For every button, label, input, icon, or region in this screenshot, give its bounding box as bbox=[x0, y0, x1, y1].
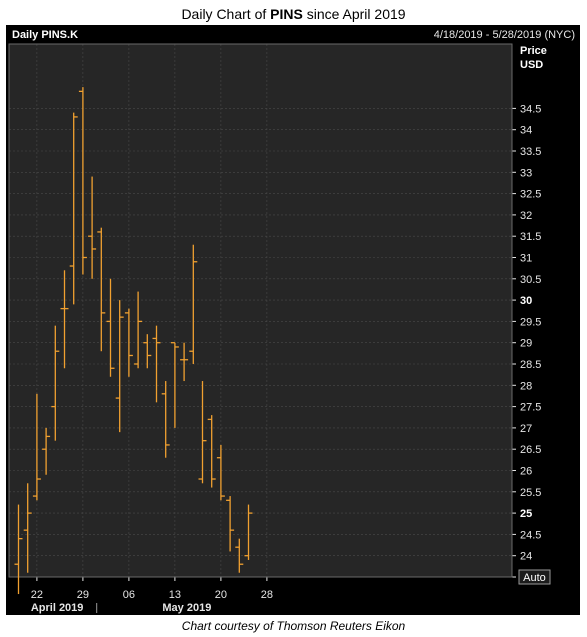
y-tick-label: 27.5 bbox=[520, 402, 541, 414]
title-prefix: Daily Chart of bbox=[181, 6, 271, 22]
x-tick-label: 28 bbox=[261, 589, 273, 601]
y-tick-label: 33.5 bbox=[520, 146, 541, 158]
ohlc-bar bbox=[69, 112, 78, 305]
ohlc-bar bbox=[124, 308, 133, 377]
ohlc-bar bbox=[189, 244, 198, 364]
plot-area bbox=[9, 44, 512, 577]
y-tick-label: 25 bbox=[520, 508, 532, 520]
ohlc-bar bbox=[14, 504, 23, 595]
y-tick-label: 26 bbox=[520, 466, 532, 478]
y-tick-label: 24.5 bbox=[520, 529, 541, 541]
x-tick-label: 20 bbox=[215, 589, 227, 601]
ohlc-bar bbox=[106, 278, 115, 377]
ohlc-bar bbox=[32, 393, 41, 501]
ohlc-bar bbox=[51, 325, 60, 441]
chart-title: Daily Chart of PINS since April 2019 bbox=[0, 6, 587, 22]
auto-scale-button[interactable] bbox=[518, 569, 551, 585]
ohlc-bar bbox=[244, 504, 253, 560]
y-tick-label: 31 bbox=[520, 253, 532, 265]
month-label: May 2019 bbox=[162, 602, 211, 614]
y-tick-label: 30.5 bbox=[520, 274, 541, 286]
ohlc-bar bbox=[198, 381, 207, 484]
y-tick-label: 32.5 bbox=[520, 189, 541, 201]
ohlc-bar bbox=[23, 483, 32, 573]
ohlc-bar bbox=[78, 87, 87, 275]
x-tick-label: 22 bbox=[31, 589, 43, 601]
x-tick-label: 06 bbox=[123, 589, 135, 601]
ohlc-bar bbox=[170, 342, 179, 428]
ohlc-bar bbox=[97, 227, 106, 352]
y-tick-label: 32 bbox=[520, 210, 532, 222]
symbol-label: Daily PINS.K bbox=[12, 29, 79, 41]
month-label: April 2019 bbox=[31, 602, 84, 614]
ohlc-bar bbox=[216, 444, 225, 501]
currency-label: USD bbox=[520, 59, 543, 71]
ohlc-bar bbox=[143, 334, 152, 369]
ohlc-bar bbox=[60, 270, 69, 369]
y-tick-label: 29 bbox=[520, 338, 532, 350]
price-axis-label: Price bbox=[520, 45, 547, 57]
y-tick-label: 26.5 bbox=[520, 444, 541, 456]
ohlc-bar bbox=[226, 496, 235, 552]
y-tick-label: 28.5 bbox=[520, 359, 541, 371]
x-tick-label: 13 bbox=[169, 589, 181, 601]
ohlc-bar bbox=[115, 300, 124, 433]
y-tick-label: 30 bbox=[520, 295, 532, 307]
ohlc-bar bbox=[235, 538, 244, 573]
ohlc-bar bbox=[134, 291, 143, 369]
title-suffix: since April 2019 bbox=[302, 6, 406, 22]
date-range-label: 4/18/2019 - 5/28/2019 (NYC) bbox=[433, 29, 575, 41]
auto-scale-label: Auto bbox=[523, 572, 546, 584]
y-tick-label: 31.5 bbox=[520, 231, 541, 243]
y-tick-label: 24 bbox=[520, 551, 532, 563]
plot-border bbox=[8, 43, 513, 578]
y-tick-label: 28 bbox=[520, 380, 532, 392]
y-tick-label: 33 bbox=[520, 167, 532, 179]
ohlc-bar bbox=[42, 427, 51, 475]
y-tick-label: 34.5 bbox=[520, 103, 541, 115]
ohlc-bar bbox=[152, 325, 161, 403]
ohlc-bar bbox=[207, 415, 216, 488]
y-tick-label: 27 bbox=[520, 423, 532, 435]
x-tick-label: 29 bbox=[77, 589, 89, 601]
chart-caption: Chart courtesy of Thomson Reuters Eikon bbox=[181, 619, 406, 633]
ohlc-bar bbox=[161, 381, 170, 458]
y-tick-label: 25.5 bbox=[520, 487, 541, 499]
title-ticker: PINS bbox=[270, 6, 303, 22]
y-tick-label: 34 bbox=[520, 125, 532, 137]
ohlc-bar bbox=[88, 176, 97, 279]
y-tick-label: 29.5 bbox=[520, 316, 541, 328]
ohlc-bar bbox=[180, 342, 189, 382]
